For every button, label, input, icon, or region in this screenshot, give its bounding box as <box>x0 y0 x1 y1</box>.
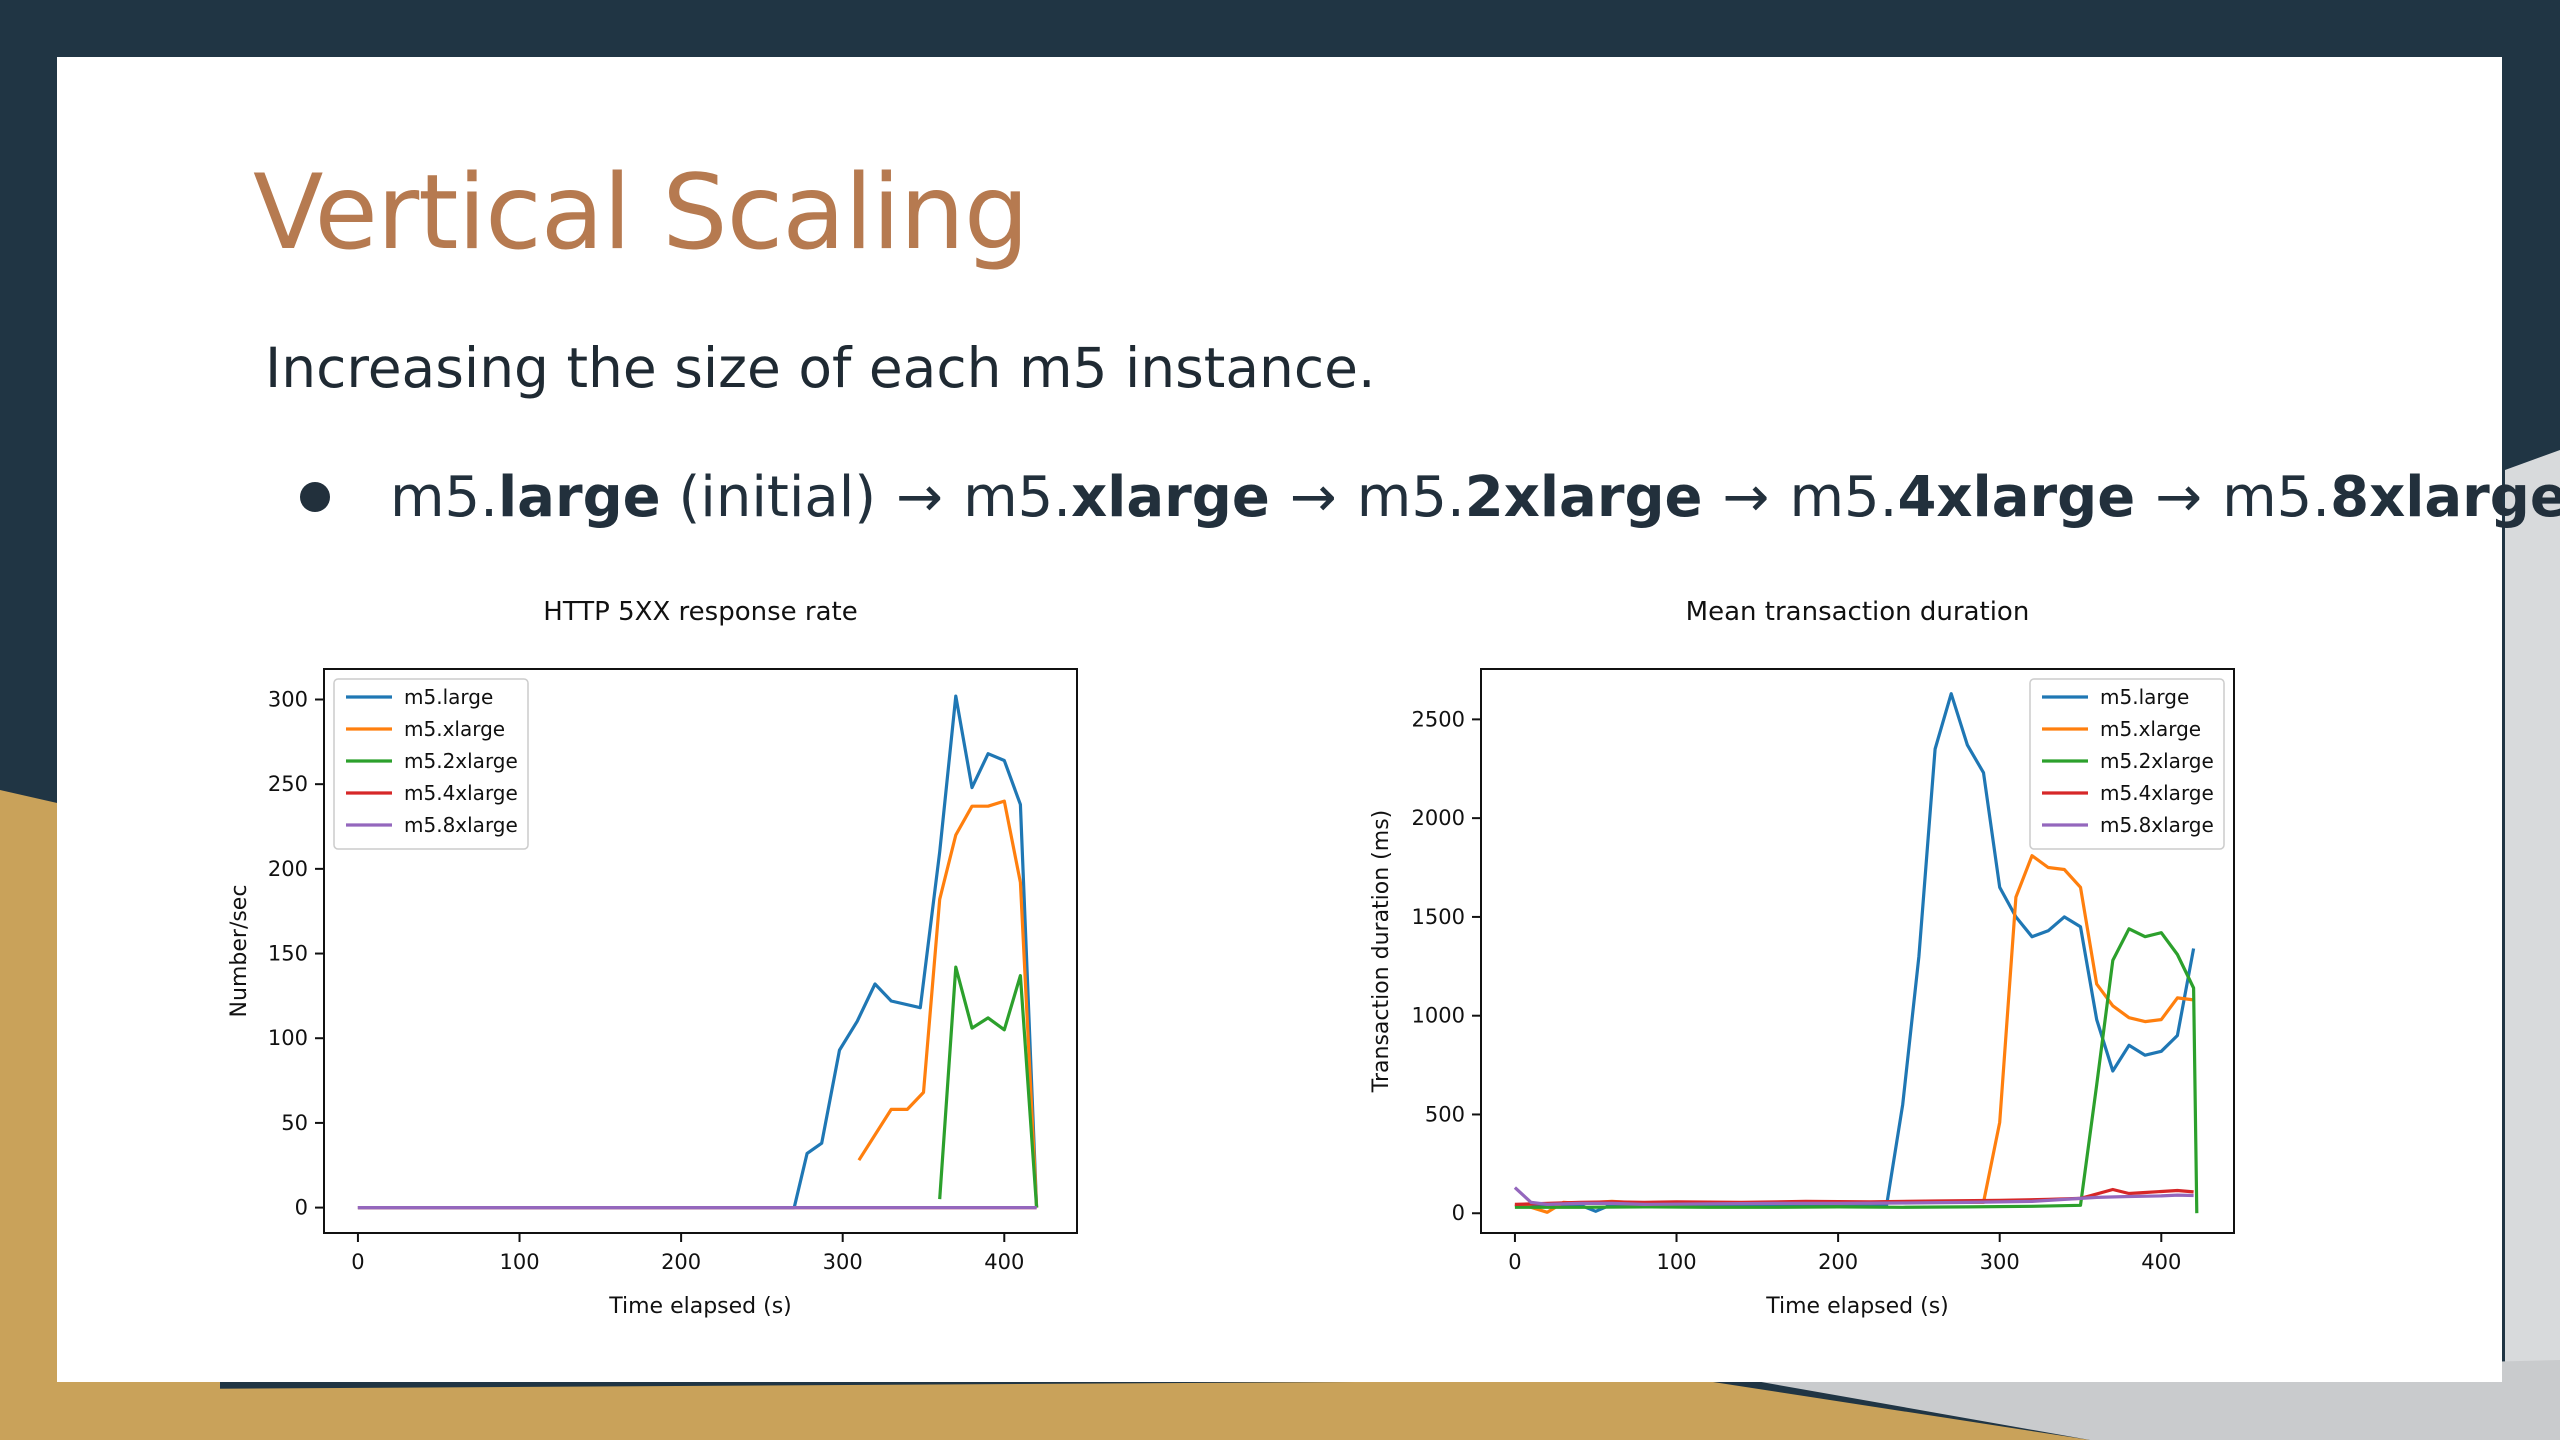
y-tick-label: 100 <box>268 1026 308 1050</box>
bullet-item: m5.large (initial) → m5.xlarge → m5.2xlarge →… <box>300 462 2560 535</box>
axes-frame <box>323 668 1078 1234</box>
seg-2-bold: 2xlarge <box>1464 465 1703 530</box>
series-line-m5-2xlarge <box>1514 927 2199 1214</box>
seg-3-prefix: m5. <box>1789 465 1898 530</box>
arrow-icon: → <box>1289 465 1337 530</box>
y-tick-label: 500 <box>1425 1102 1465 1126</box>
y-tick-label: 50 <box>281 1111 308 1135</box>
chart-title: HTTP 5XX response rate <box>543 597 857 627</box>
x-tick-label: 400 <box>984 1250 1024 1274</box>
legend-entry: m5.8xlarge <box>404 813 518 837</box>
seg-4-bold: 8xlarge <box>2330 465 2560 530</box>
series-line-m5-xlarge <box>857 799 1039 1208</box>
seg-1-bold: xlarge <box>1071 465 1270 530</box>
series-line-m5-8xlarge <box>1513 1186 2194 1207</box>
y-tick-label: 200 <box>268 857 308 881</box>
legend-entry: m5.4xlarge <box>404 781 518 805</box>
gold-accent-bottom <box>0 1380 2090 1440</box>
series-line-m5-4xlarge <box>1514 1187 2194 1206</box>
legend-entry: m5.2xlarge <box>2100 749 2214 773</box>
legend-box <box>333 678 529 850</box>
seg-4-prefix: m5. <box>2222 465 2331 530</box>
series-line-m5-large <box>357 694 1039 1210</box>
plot-area <box>1513 692 2199 1214</box>
y-tick-label: 2000 <box>1412 806 1465 830</box>
seg-2-prefix: m5. <box>1356 465 1465 530</box>
plot-area <box>357 694 1039 1210</box>
legend-entry: m5.8xlarge <box>2100 813 2214 837</box>
arrow-icon: → <box>896 465 944 530</box>
legend-entry: m5.large <box>404 685 493 709</box>
legend-box <box>2029 678 2225 850</box>
series-line-m5-2xlarge <box>938 965 1039 1208</box>
x-tick-label: 0 <box>351 1250 364 1274</box>
legend-entry: m5.2xlarge <box>404 749 518 773</box>
chart-title: Mean transaction duration <box>1686 597 2030 627</box>
arrow-icon: → <box>1722 465 1770 530</box>
arrow-icon: → <box>2155 465 2203 530</box>
slide-subtitle: Increasing the size of each m5 instance. <box>265 336 1376 400</box>
axes-frame <box>1480 668 2235 1234</box>
y-axis-label: Transaction duration (ms) <box>1369 810 1394 1093</box>
seg-1-prefix: m5. <box>963 465 1072 530</box>
gray-accent-right <box>2505 450 2560 1440</box>
y-tick-label: 1000 <box>1412 1004 1465 1028</box>
x-tick-label: 100 <box>1656 1250 1696 1274</box>
seg-0-suffix: (initial) <box>660 465 877 530</box>
x-tick-label: 300 <box>823 1250 863 1274</box>
series-line-m5-xlarge <box>1514 854 2194 1214</box>
legend-entry: m5.xlarge <box>2100 717 2201 741</box>
seg-3-bold: 4xlarge <box>1897 465 2136 530</box>
x-tick-label: 200 <box>1818 1250 1858 1274</box>
x-tick-label: 300 <box>1980 1250 2020 1274</box>
seg-0-prefix: m5. <box>390 465 498 530</box>
x-tick-label: 100 <box>499 1250 539 1274</box>
y-tick-label: 1500 <box>1412 905 1465 929</box>
seg-0-bold: large <box>497 465 661 530</box>
y-tick-label: 2500 <box>1412 707 1465 731</box>
bullet-dot-icon <box>300 481 330 512</box>
x-axis-label: Time elapsed (s) <box>608 1294 792 1319</box>
y-axis-label: Number/sec <box>227 885 252 1018</box>
legend-entry: m5.xlarge <box>404 717 505 741</box>
x-axis-label: Time elapsed (s) <box>1765 1294 1949 1319</box>
chart-http-5xx: HTTP 5XX response rate Time elapsed (s) Nu… <box>227 597 1078 1319</box>
y-tick-label: 0 <box>295 1196 308 1220</box>
legend: m5.large m5.xlarge m5.2xlarge m5.4xlarge m5.… <box>333 678 529 850</box>
x-tick-label: 200 <box>661 1250 701 1274</box>
x-tick-label: 0 <box>1508 1250 1521 1274</box>
x-tick-label: 400 <box>2141 1250 2181 1274</box>
y-tick-label: 300 <box>268 687 308 711</box>
legend: m5.large m5.xlarge m5.2xlarge m5.4xlarge m5.… <box>2029 678 2225 850</box>
y-tick-label: 150 <box>268 942 308 966</box>
y-tick-label: 250 <box>268 772 308 796</box>
chart-transaction-duration: Mean transaction duration Time elapsed (s… <box>1369 597 2235 1319</box>
legend-entry: m5.4xlarge <box>2100 781 2214 805</box>
legend-entry: m5.large <box>2100 685 2189 709</box>
y-tick-label: 0 <box>1452 1201 1465 1225</box>
slide-title: Vertical Scaling <box>253 153 1029 273</box>
